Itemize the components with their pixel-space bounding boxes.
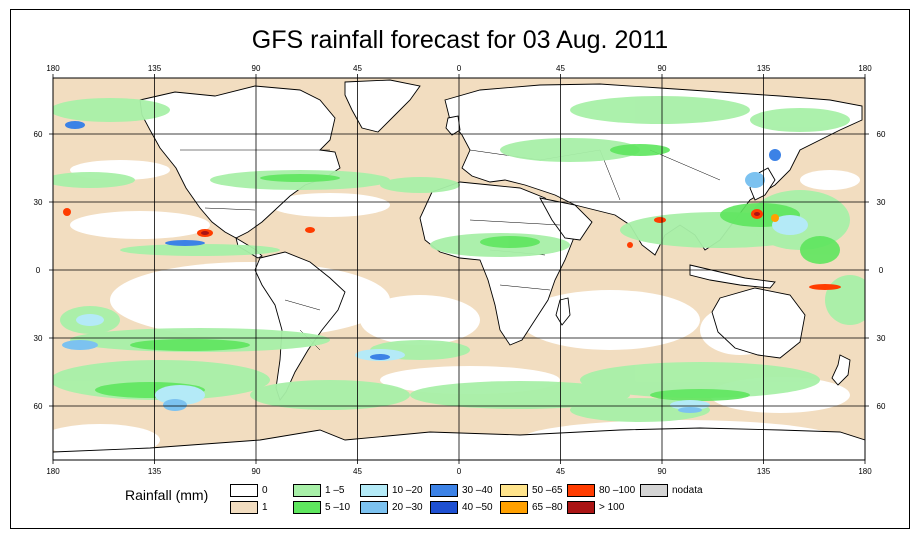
- arabian-peninsula: [539, 197, 593, 241]
- legend-label: 50 –65: [532, 485, 563, 496]
- lon-tick-label: 90: [658, 64, 667, 73]
- greenland: [344, 79, 421, 133]
- lon-tick-label: 135: [757, 467, 771, 476]
- north-america: [139, 85, 341, 239]
- lon-tick-label: 45: [556, 64, 565, 73]
- lat-tick-label: 60: [34, 130, 43, 139]
- lat-tick-label: 0: [879, 266, 884, 275]
- legend-swatch: [500, 501, 528, 514]
- lon-tick-label: 180: [46, 64, 60, 73]
- lat-tick-label: 30: [877, 198, 886, 207]
- legend-title: Rainfall (mm): [125, 487, 209, 503]
- legend-label: 0: [262, 485, 268, 496]
- rain-field: [53, 78, 865, 460]
- figure-frame: [10, 9, 910, 529]
- lon-labels-top: 180 135 90 45 0 45 90 135 180: [46, 64, 872, 73]
- lon-tick-label: 180: [858, 467, 872, 476]
- legend-label: 10 –20: [392, 485, 423, 496]
- indonesia: [689, 264, 776, 289]
- lon-tick-label: 45: [353, 467, 362, 476]
- lon-tick-label: 0: [457, 467, 462, 476]
- legend-swatch: [230, 501, 258, 514]
- lon-tick-label: 45: [353, 64, 362, 73]
- lon-labels-bottom: 180 135 90 45 0 45 90 135 180: [46, 467, 872, 476]
- uk-islands: [445, 115, 461, 136]
- rain-20-30: [62, 172, 765, 413]
- legend-swatch: [360, 484, 388, 497]
- legend-label: > 100: [599, 502, 625, 513]
- lat-tick-label: 60: [877, 130, 886, 139]
- lat-labels-right: 60 30 0 30 60: [877, 130, 886, 411]
- rain-heavy: [63, 208, 841, 290]
- legend-label: 30 –40: [462, 485, 493, 496]
- lat-tick-label: 60: [34, 402, 43, 411]
- legend-label: 40 –50: [462, 502, 493, 513]
- legend-swatch: [430, 501, 458, 514]
- lon-tick-label: 180: [858, 64, 872, 73]
- legend-swatch: [567, 501, 595, 514]
- lat-tick-label: 30: [34, 334, 43, 343]
- legend-swatch: [640, 484, 668, 497]
- axis-ticks: [49, 74, 869, 464]
- legend-swatch: [230, 484, 258, 497]
- lat-tick-label: 30: [34, 198, 43, 207]
- lat-tick-label: 60: [877, 402, 886, 411]
- lon-tick-label: 45: [556, 467, 565, 476]
- legend-label: 5 –10: [325, 502, 351, 513]
- graticule: [53, 78, 865, 460]
- lon-tick-label: 180: [46, 467, 60, 476]
- legend-label: 1 –5: [325, 485, 345, 496]
- legend-swatch: [500, 484, 528, 497]
- rain-1-5: [53, 96, 865, 422]
- legend-swatch: [567, 484, 595, 497]
- madagascar: [555, 297, 571, 326]
- lon-tick-label: 135: [148, 64, 162, 73]
- lon-tick-label: 0: [457, 64, 462, 73]
- legend-label: 20 –30: [392, 502, 423, 513]
- lon-tick-label: 90: [252, 64, 261, 73]
- lon-tick-label: 90: [252, 467, 261, 476]
- legend-label: 65 –80: [532, 502, 563, 513]
- map-title: GFS rainfall forecast for 03 Aug. 2011: [251, 26, 669, 54]
- legend-swatch: [293, 484, 321, 497]
- lat-labels-left: 60 30 0 30 60: [34, 130, 43, 411]
- lat-tick-label: 0: [36, 266, 41, 275]
- lon-tick-label: 90: [658, 467, 667, 476]
- legend-swatch: [360, 501, 388, 514]
- lon-tick-label: 135: [148, 467, 162, 476]
- legend-label: 80 –100: [599, 485, 636, 496]
- rain-30-40: [65, 121, 781, 360]
- legend-swatch: [430, 484, 458, 497]
- australia: [711, 287, 806, 359]
- lon-tick-label: 135: [757, 64, 771, 73]
- legend-swatch: [293, 501, 321, 514]
- legend-label: nodata: [672, 485, 703, 496]
- lat-tick-label: 30: [877, 334, 886, 343]
- new-zealand: [831, 354, 851, 386]
- legend-label: 1: [262, 502, 268, 513]
